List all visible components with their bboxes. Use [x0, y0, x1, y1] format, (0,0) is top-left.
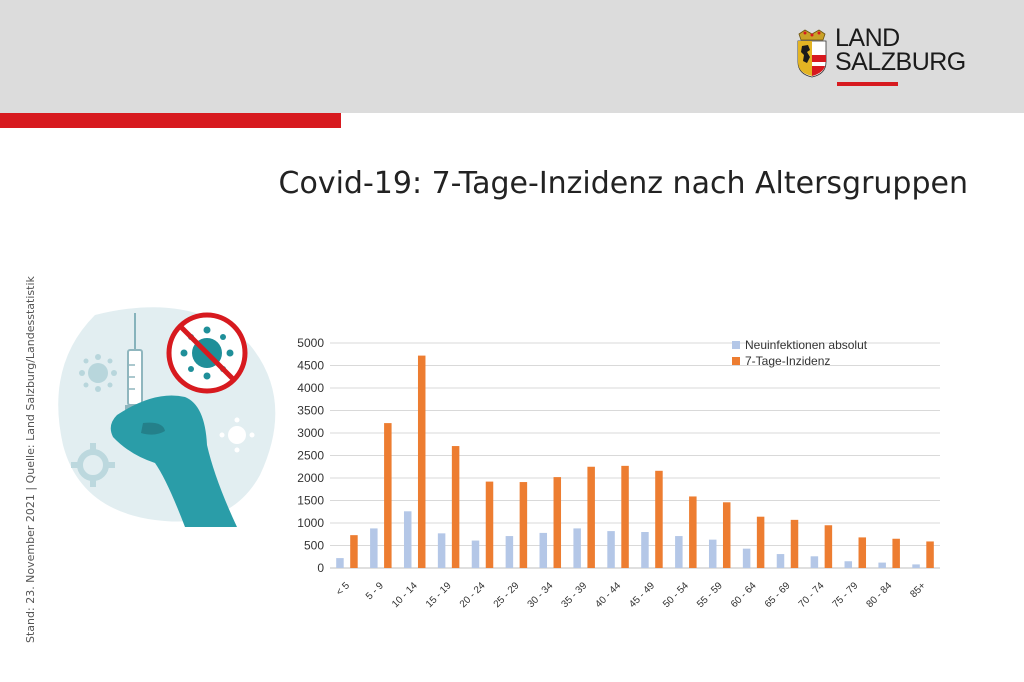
logo-line-1: LAND — [835, 24, 900, 52]
salzburg-crest-icon — [797, 29, 827, 78]
bar-absolute — [912, 564, 920, 568]
x-tick-label: 60 - 64 — [729, 580, 759, 610]
virus-bg-icon — [79, 354, 117, 392]
bar-absolute — [810, 556, 819, 568]
bar-incidence — [824, 525, 833, 568]
y-tick-label: 4000 — [297, 381, 324, 395]
gear-virus-icon — [71, 443, 115, 487]
bar-absolute — [776, 554, 785, 568]
bar-incidence — [417, 355, 426, 568]
chart-grid — [330, 342, 940, 569]
bar-absolute — [708, 539, 717, 568]
bar-absolute — [505, 536, 514, 568]
bar-absolute — [573, 528, 581, 568]
bar-incidence — [553, 477, 562, 568]
bar-incidence — [689, 496, 697, 568]
bar-incidence — [756, 516, 765, 568]
y-tick-label: 500 — [304, 539, 324, 553]
bar-incidence — [926, 541, 934, 568]
bar-incidence — [587, 466, 595, 568]
bar-absolute — [742, 548, 751, 568]
sparkle-virus-icon — [219, 417, 255, 453]
bar-incidence — [384, 423, 392, 568]
y-tick-label: 0 — [317, 561, 324, 575]
x-tick-label: 75 - 79 — [831, 580, 861, 610]
bar-absolute — [471, 540, 480, 568]
x-tick-label: 50 - 54 — [661, 580, 691, 610]
x-tick-label: 10 - 14 — [390, 580, 420, 610]
legend-label-incidence: 7-Tage-Inzidenz — [745, 354, 830, 368]
land-salzburg-logo[interactable]: LAND SALZBURG — [793, 26, 983, 90]
page-title: Covid-19: 7-Tage-Inzidenz nach Altersgru… — [278, 166, 968, 201]
logo-text: LAND SALZBURG — [835, 24, 966, 76]
legend-swatch-absolute — [732, 341, 740, 349]
x-tick-label: 85+ — [908, 580, 928, 600]
bar-absolute — [370, 528, 378, 568]
x-tick-label: 5 - 9 — [364, 580, 386, 602]
y-tick-label: 1000 — [297, 516, 324, 530]
bar-incidence — [451, 446, 460, 568]
bar-absolute — [607, 531, 615, 568]
bar-incidence — [655, 470, 663, 568]
bar-incidence — [892, 538, 900, 568]
x-tick-label: 80 - 84 — [864, 580, 894, 610]
x-tick-label: 45 - 49 — [627, 580, 657, 610]
bar-incidence — [519, 482, 528, 568]
bar-incidence — [790, 519, 799, 568]
bar-absolute — [539, 532, 548, 568]
legend-label-absolute: Neuinfektionen absolut — [745, 338, 868, 352]
incidence-bar-chart: 0 500 1000 1500 2000 2500 3000 3500 4000 4500 5000… — [297, 336, 940, 610]
x-tick-label: 55 - 59 — [695, 580, 725, 610]
vaccine-syringe-hand-no-virus-icon — [58, 307, 276, 527]
bar-absolute — [403, 511, 412, 568]
x-tick-label: 15 - 19 — [424, 580, 454, 610]
bar-absolute — [878, 562, 886, 568]
bar-incidence — [858, 537, 867, 568]
bar-absolute — [641, 532, 649, 568]
y-tick-label: 2500 — [297, 449, 324, 463]
y-tick-label: 3500 — [297, 404, 324, 418]
header-band — [0, 0, 1024, 113]
chart-legend: Neuinfektionen absolut 7-Tage-Inzidenz — [732, 338, 868, 368]
x-tick-label: < 5 — [334, 580, 352, 598]
bar-absolute — [437, 533, 446, 568]
y-tick-label: 5000 — [297, 336, 324, 350]
x-tick-label: 30 - 34 — [526, 580, 556, 610]
source-note: Stand: 23. November 2021 | Quelle: Land … — [24, 276, 37, 643]
x-tick-label: 35 - 39 — [559, 580, 589, 610]
chart-bars — [336, 355, 934, 568]
y-tick-label: 4500 — [297, 359, 324, 373]
x-tick-label: 70 - 74 — [797, 580, 827, 610]
y-tick-label: 1500 — [297, 494, 324, 508]
bar-absolute — [675, 536, 683, 568]
bar-incidence — [722, 502, 731, 568]
y-axis-ticks: 0 500 1000 1500 2000 2500 3000 3500 4000 4500 5000 — [297, 336, 324, 575]
logo-underline — [837, 82, 898, 86]
bar-absolute — [844, 561, 853, 568]
accent-strip — [0, 113, 341, 128]
bar-incidence — [621, 465, 629, 568]
legend-swatch-incidence — [732, 357, 740, 365]
x-axis-ticks: < 5 5 - 9 10 - 14 15 - 19 20 - 24 25 - 29 30 -… — [334, 580, 928, 610]
x-tick-label: 65 - 69 — [763, 580, 793, 610]
y-tick-label: 2000 — [297, 471, 324, 485]
y-tick-label: 3000 — [297, 426, 324, 440]
bar-absolute — [336, 558, 344, 568]
x-tick-label: 25 - 29 — [492, 580, 522, 610]
x-tick-label: 20 - 24 — [458, 580, 488, 610]
x-tick-label: 40 - 44 — [593, 580, 623, 610]
logo-line-2: SALZBURG — [835, 48, 966, 76]
bar-incidence — [350, 535, 358, 568]
bar-incidence — [485, 481, 494, 568]
